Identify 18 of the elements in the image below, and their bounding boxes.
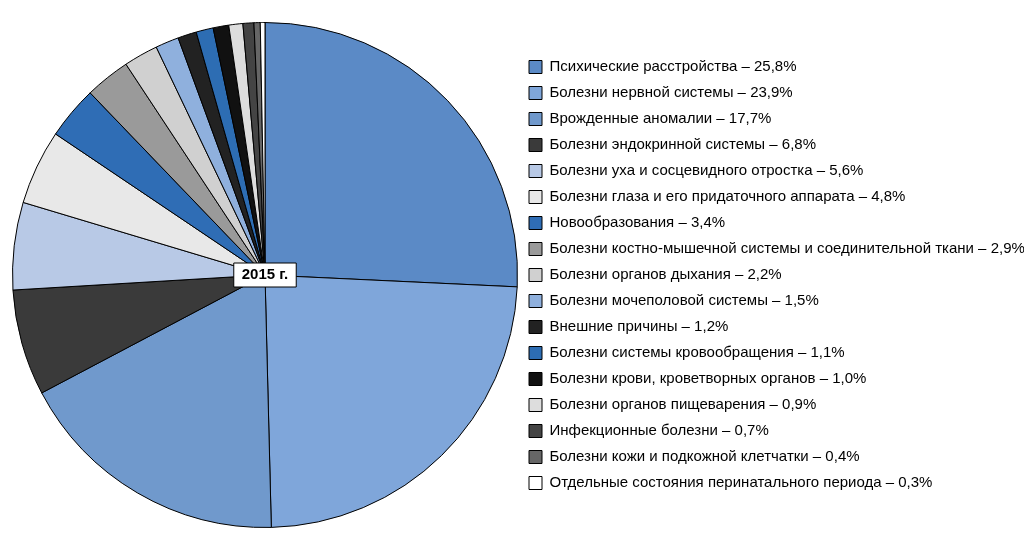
legend-label: Болезни эндокринной системы – 6,8% <box>549 135 816 153</box>
legend-label: Болезни кожи и подкожной клетчатки – 0,4% <box>549 447 860 465</box>
legend-label: Болезни системы кровообращения – 1,1% <box>549 343 845 361</box>
legend-label: Болезни мочеполовой системы – 1,5% <box>549 291 819 309</box>
legend-label: Психические расстройства – 25,8% <box>549 57 797 75</box>
legend-label: Инфекционные болезни – 0,7% <box>549 421 769 439</box>
legend-label: Новообразования – 3,4% <box>549 213 726 231</box>
legend-label: Болезни нервной системы – 23,9% <box>549 83 793 101</box>
legend-label: Болезни крови, кроветворных органов – 1,0% <box>549 369 867 387</box>
legend-label: Отдельные состояния перинатального периода – 0,3% <box>549 473 933 491</box>
legend-label: Болезни уха и сосцевидного отростка – 5,6% <box>549 161 864 179</box>
text: 2015 г. <box>241 265 289 283</box>
legend-label: Болезни органов дыхания – 2,2% <box>549 265 782 283</box>
legend-label: Болезни глаза и его придаточного аппарата – 4,8% <box>549 187 906 205</box>
legend-label: Болезни костно-мышечной системы и соединительной ткани – 2,9% <box>549 239 1025 257</box>
legend-label: Врожденные аномалии – 17,7% <box>549 109 772 127</box>
legend-label: Болезни органов пищеварения – 0,9% <box>549 395 817 413</box>
legend-label: Внешние причины – 1,2% <box>549 317 729 335</box>
